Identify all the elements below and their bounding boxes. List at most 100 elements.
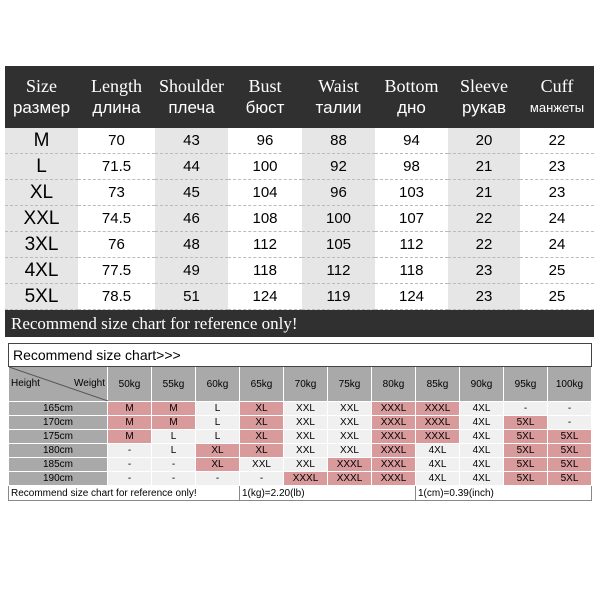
size-cell: - <box>107 443 152 458</box>
column-header: Bust бюст <box>228 66 302 128</box>
column-header: Sleeve рукав <box>448 66 520 128</box>
size-cell: XXXL <box>327 471 372 486</box>
value-cell: 94 <box>375 128 448 154</box>
size-cell: XXL <box>327 429 372 444</box>
size-cell: XL <box>195 443 240 458</box>
size-cell: 4XL <box>459 401 504 416</box>
value-cell: 49 <box>155 257 228 284</box>
value-cell: 44 <box>155 153 228 180</box>
height-cell: 180cm <box>8 443 108 458</box>
value-cell: 112 <box>302 257 375 284</box>
value-cell: 100 <box>228 153 302 180</box>
size-cell: M <box>5 128 78 154</box>
value-cell: 70 <box>78 128 155 154</box>
header-en: Size <box>26 76 57 96</box>
weight-header: 60kg <box>195 366 240 402</box>
value-cell: 23 <box>448 283 520 310</box>
column-header: Bottom дно <box>375 66 448 128</box>
value-cell: 76 <box>78 231 155 258</box>
table-row: M 70 43 96 88 94 20 22 <box>5 128 594 154</box>
header-en: Sleeve <box>460 76 508 96</box>
value-cell: 71.5 <box>78 153 155 180</box>
size-cell: M <box>107 401 152 416</box>
table-row: 5XL 78.5 51 124 119 124 23 25 <box>5 283 594 310</box>
value-cell: 21 <box>448 153 520 180</box>
size-cell: 4XL <box>459 471 504 486</box>
value-cell: 23 <box>520 179 594 206</box>
column-header: Cuff манжеты <box>520 66 594 128</box>
size-cell: 5XL <box>503 471 548 486</box>
size-cell: XL <box>5 179 78 206</box>
size-cell: XXXL <box>371 457 416 472</box>
size-cell: XXL <box>283 457 328 472</box>
value-cell: 107 <box>375 205 448 232</box>
size-cell: 5XL <box>546 471 593 486</box>
value-cell: 22 <box>520 128 594 154</box>
size-cell: L <box>151 443 196 458</box>
size-cell: XXL <box>327 415 372 430</box>
header-ru: рукав <box>461 98 507 117</box>
cm-conversion: 1(cm)=0.39(inch) <box>414 485 593 501</box>
size-cell: XL <box>239 443 284 458</box>
header-ru: манжеты <box>529 100 585 115</box>
value-cell: 45 <box>155 179 228 206</box>
size-cell: M <box>107 429 152 444</box>
value-cell: 22 <box>448 205 520 232</box>
header-en: Shoulder <box>159 76 224 96</box>
header-en: Cuff <box>540 76 574 96</box>
recommend-size-table: Recommend size chart>>> Height Weight 50kg 5… <box>7 343 593 501</box>
weight-header: 50kg <box>107 366 152 402</box>
size-cell: XXL <box>283 443 328 458</box>
size-cell: XXL <box>327 443 372 458</box>
size-cell: XXXL <box>415 415 460 430</box>
weight-header: 80kg <box>371 366 416 402</box>
weight-header: 85kg <box>415 366 460 402</box>
column-header: Length длина <box>78 66 155 128</box>
size-cell: 5XL <box>503 443 548 458</box>
size-cell: 4XL <box>415 471 460 486</box>
size-cell: L <box>195 401 240 416</box>
table-row: 170cm M M L XL XXL XXL XXXL XXXL 4XL 5XL - <box>8 415 593 430</box>
size-cell: - <box>546 415 593 430</box>
size-cell: - <box>195 471 240 486</box>
header-en: Bust <box>248 76 282 96</box>
value-cell: 105 <box>302 231 375 258</box>
size-cell: XXL <box>283 415 328 430</box>
size-cell: 5XL <box>546 429 593 444</box>
value-cell: 96 <box>228 128 302 154</box>
size-cell: XL <box>195 457 240 472</box>
size-cell: L <box>195 415 240 430</box>
height-label: Height <box>11 378 40 389</box>
value-cell: 124 <box>375 283 448 310</box>
table-row: 180cm - L XL XL XXL XXL XXXL 4XL 4XL 5XL 5XL <box>8 443 593 458</box>
size-cell: XXXL <box>371 401 416 416</box>
value-cell: 119 <box>302 283 375 310</box>
header-ru: талии <box>315 98 362 117</box>
value-cell: 118 <box>228 257 302 284</box>
size-cell: XXXL <box>371 415 416 430</box>
weight-header: 55kg <box>151 366 196 402</box>
value-cell: 108 <box>228 205 302 232</box>
size-cell: 4XL <box>5 257 78 284</box>
value-cell: 51 <box>155 283 228 310</box>
size-cell: - <box>151 471 196 486</box>
size-cell: 5XL <box>503 415 548 430</box>
column-header: Waist талии <box>302 66 375 128</box>
size-cell: 4XL <box>415 443 460 458</box>
header-en: Waist <box>318 76 359 96</box>
size-cell: 4XL <box>415 457 460 472</box>
value-cell: 112 <box>228 231 302 258</box>
value-cell: 22 <box>448 231 520 258</box>
value-cell: 23 <box>520 153 594 180</box>
height-cell: 175cm <box>8 429 108 444</box>
value-cell: 20 <box>448 128 520 154</box>
value-cell: 46 <box>155 205 228 232</box>
size-cell: XXXL <box>283 471 328 486</box>
value-cell: 21 <box>448 179 520 206</box>
size-cell: XXXL <box>371 443 416 458</box>
table-row: 4XL 77.5 49 118 112 118 23 25 <box>5 257 594 284</box>
size-cell: XXXL <box>371 471 416 486</box>
value-cell: 118 <box>375 257 448 284</box>
reference-note: Recommend size chart for reference only! <box>8 485 240 501</box>
value-cell: 124 <box>228 283 302 310</box>
